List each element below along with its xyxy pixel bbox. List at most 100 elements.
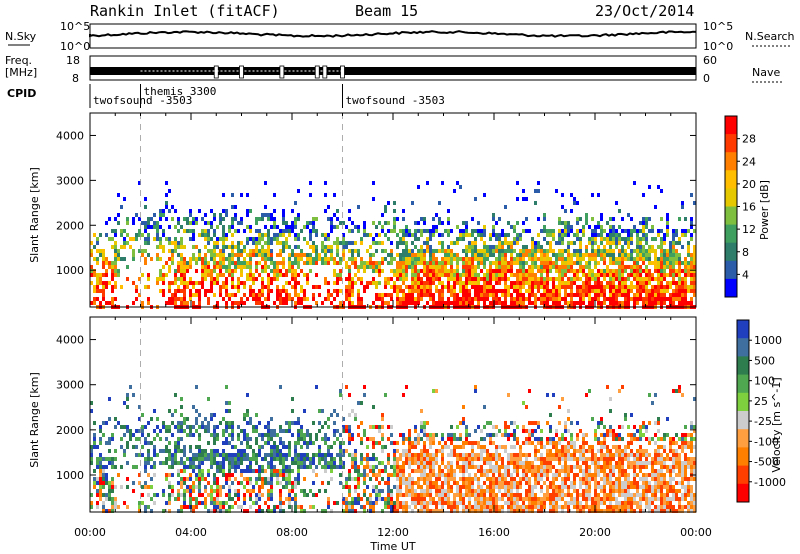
echo-cell [255,293,258,297]
echo-cell [357,465,360,469]
echo-cell [273,469,276,473]
echo-cell [147,433,150,437]
echo-cell [198,449,201,453]
echo-cell [642,249,645,253]
echo-cell [681,277,684,281]
echo-cell [684,285,687,289]
echo-cell [267,493,270,497]
echo-cell [180,485,183,489]
echo-cell [213,505,216,509]
echo-cell [474,293,477,297]
echo-cell [513,457,516,461]
echo-cell [459,289,462,293]
echo-cell [660,273,663,277]
echo-cell [420,489,423,493]
echo-cell [216,245,219,249]
echo-cell [357,501,360,505]
echo-cell [693,265,696,269]
echo-cell [483,297,486,301]
echo-cell [369,425,372,429]
echo-cell [522,429,525,433]
echo-cell [486,489,489,493]
echo-cell [357,485,360,489]
echo-cell [216,461,219,465]
echo-cell [192,489,195,493]
echo-cell [90,301,93,305]
echo-cell [198,485,201,489]
echo-cell [528,433,531,437]
echo-cell [681,245,684,249]
echo-cell [429,461,432,465]
echo-cell [528,293,531,297]
echo-cell [426,265,429,269]
echo-cell [288,229,291,233]
echo-cell [369,233,372,237]
echo-cell [540,281,543,285]
echo-cell [381,461,384,465]
echo-cell [348,209,351,213]
echo-cell [618,237,621,241]
echo-cell [255,425,258,429]
echo-cell [282,445,285,449]
echo-cell [597,285,600,289]
echo-cell [369,437,372,441]
echo-cell [594,265,597,269]
echo-cell [552,485,555,489]
echo-cell [276,265,279,269]
echo-cell [432,293,435,297]
nsearch-label: N.Search [745,30,795,43]
echo-cell [465,225,468,229]
echo-cell [396,461,399,465]
echo-cell [465,301,468,305]
echo-cell [279,429,282,433]
echo-cell [459,257,462,261]
echo-cell [357,269,360,273]
echo-cell [657,273,660,277]
echo-cell [453,469,456,473]
echo-cell [465,273,468,277]
echo-cell [156,277,159,281]
echo-cell [567,253,570,257]
echo-cell [390,297,393,301]
echo-cell [417,485,420,489]
echo-cell [162,293,165,297]
echo-cell [660,249,663,253]
echo-cell [681,281,684,285]
echo-cell [534,301,537,305]
echo-cell [489,289,492,293]
echo-cell [435,489,438,493]
echo-cell [213,249,216,253]
echo-cell [414,497,417,501]
echo-cell [168,485,171,489]
echo-cell [141,249,144,253]
echo-cell [630,229,633,233]
echo-cell [465,429,468,433]
echo-cell [483,481,486,485]
echo-cell [381,497,384,501]
echo-cell [546,249,549,253]
echo-cell [219,501,222,505]
echo-cell [435,493,438,497]
echo-cell [318,409,321,413]
echo-cell [267,437,270,441]
echo-cell [141,445,144,449]
echo-cell [678,277,681,281]
echo-cell [480,465,483,469]
echo-cell [267,477,270,481]
echo-cell [258,449,261,453]
echo-cell [600,225,603,229]
echo-cell [426,437,429,441]
echo-cell [483,261,486,265]
echo-cell [207,289,210,293]
echo-cell [198,469,201,473]
echo-cell [501,477,504,481]
echo-cell [360,441,363,445]
echo-cell [573,277,576,281]
echo-cell [441,245,444,249]
echo-cell [375,441,378,445]
echo-cell [210,277,213,281]
echo-cell [456,489,459,493]
echo-cell [177,437,180,441]
echo-cell [555,449,558,453]
echo-cell [177,469,180,473]
